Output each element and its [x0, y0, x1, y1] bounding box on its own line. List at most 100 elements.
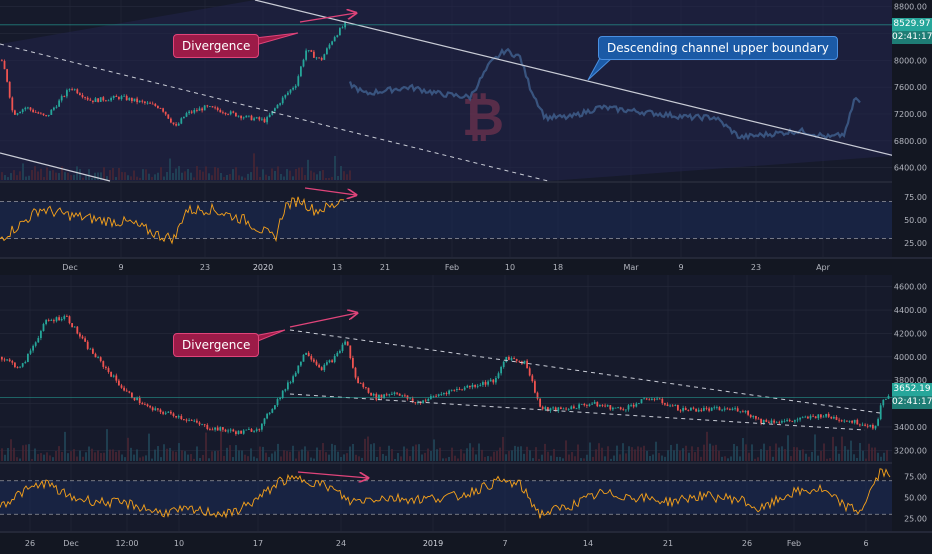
candle [175, 124, 177, 126]
candle [760, 418, 762, 424]
candle [726, 408, 729, 410]
volume-bar [496, 451, 498, 461]
volume-bar [805, 453, 807, 461]
volume-bar [463, 453, 465, 461]
candle [136, 397, 138, 401]
volume-bar [451, 447, 453, 461]
candle [622, 409, 625, 411]
price-axis-label-1-3: 3800.00 [894, 376, 927, 385]
candle [856, 419, 859, 425]
x-axis-tick-1-3: 10 [174, 539, 184, 548]
top-last-price-tag: 8529.97 [892, 18, 932, 31]
candle [27, 107, 29, 109]
candle [437, 394, 440, 396]
candle [190, 111, 193, 113]
candle [323, 54, 326, 60]
volume-bar [727, 458, 729, 461]
candle [619, 407, 622, 410]
candle [783, 420, 786, 422]
volume-bar [721, 456, 723, 461]
volume-bar [562, 458, 564, 461]
candle [487, 381, 489, 385]
volume-bar [235, 167, 237, 180]
candle [284, 389, 287, 391]
volume-bar [280, 173, 282, 180]
candle [651, 398, 653, 400]
candle [427, 398, 430, 402]
volume-bar [355, 454, 357, 461]
x-axis-tick-1-2: 12:00 [115, 539, 138, 548]
rsi-line-0 [0, 196, 345, 245]
candle [248, 115, 250, 117]
volume-bar [391, 449, 393, 461]
x-axis-tick-0-4: 13 [332, 263, 342, 272]
x-axis-tick-1-6: 2019 [423, 539, 443, 548]
volume-bar [676, 443, 678, 461]
volume-bar [448, 456, 450, 461]
volume-bar [79, 450, 81, 461]
candle [565, 408, 567, 410]
candle [42, 324, 45, 332]
candle [305, 50, 307, 60]
candle [102, 361, 105, 367]
volume-bar [43, 177, 45, 180]
volume-bar [499, 447, 501, 461]
candle [513, 358, 515, 360]
volume-bar [196, 166, 198, 180]
volume-bar [295, 458, 297, 461]
candle [287, 382, 289, 390]
volume-bar [661, 455, 663, 461]
candle [237, 115, 240, 117]
volume-bar [70, 175, 72, 180]
rsi-axis-label-1-1: 50.00 [904, 494, 927, 503]
candle [453, 389, 456, 391]
candle [274, 108, 276, 111]
volume-bar [85, 452, 87, 461]
channel-upper-boundary-label[interactable]: Descending channel upper boundary [598, 36, 838, 60]
candle [172, 413, 175, 417]
volume-bar [406, 448, 408, 461]
volume-bar [121, 172, 123, 180]
volume-bar [322, 443, 324, 461]
candle [700, 409, 703, 411]
bottom-divergence-label[interactable]: Divergence [173, 333, 260, 357]
volume-bar [136, 176, 138, 180]
volume-bar [238, 450, 240, 461]
volume-bar [4, 454, 6, 461]
candle [734, 408, 736, 410]
volume-bar [253, 456, 255, 461]
channel-lower-dashed-line [0, 43, 549, 182]
candle [266, 413, 268, 419]
candle [697, 409, 700, 412]
candle [149, 102, 151, 104]
volume-bar [724, 456, 726, 461]
channel-lower-dashed-line [289, 393, 866, 431]
candle [248, 429, 250, 430]
candle [544, 407, 547, 410]
x-axis-tick-1-4: 17 [253, 539, 263, 548]
candle [107, 368, 110, 372]
candle [339, 28, 341, 36]
candle [661, 398, 664, 404]
volume-bar [415, 444, 417, 461]
candle [820, 414, 822, 418]
volume-bar [730, 456, 732, 461]
candle [422, 400, 424, 404]
price-axis-label-0-0: 6400.00 [894, 164, 927, 173]
x-axis-tick-1-11: Feb [787, 539, 801, 548]
rsi-axis-label-0-1: 50.00 [904, 216, 927, 225]
candle [149, 406, 151, 408]
candle [229, 429, 232, 431]
volume-bar [151, 458, 153, 461]
candle [24, 107, 27, 110]
candle [102, 97, 105, 101]
volume-bar [232, 457, 234, 461]
candle [313, 51, 315, 58]
volume-bar [130, 176, 132, 180]
candle [128, 391, 131, 393]
volume-bar [208, 458, 210, 461]
volume-bar [376, 456, 378, 461]
volume-bar [841, 436, 843, 461]
top-divergence-label[interactable]: Divergence [173, 34, 260, 58]
candle [554, 407, 557, 411]
